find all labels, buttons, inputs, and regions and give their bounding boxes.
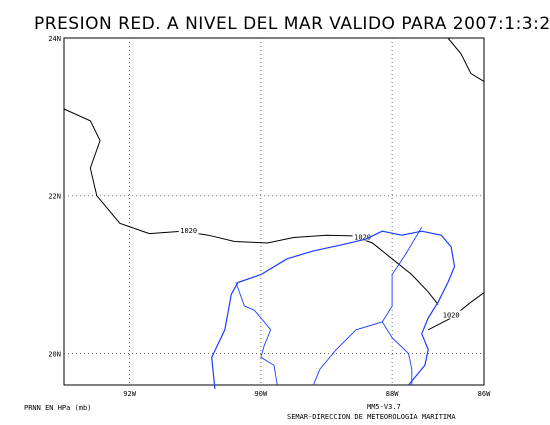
map-title: PRESION RED. A NIVEL DEL MAR VALIDO PARA… bbox=[34, 14, 550, 34]
isobar-label-background bbox=[352, 232, 373, 241]
x-tick-label: 86W bbox=[478, 390, 491, 398]
plot-area: 1020 1020 1020 bbox=[63, 37, 485, 389]
isobar-line bbox=[63, 108, 439, 305]
plot-frame bbox=[63, 37, 485, 386]
coastline-layer bbox=[211, 227, 456, 389]
state-border bbox=[235, 282, 278, 386]
isobar-label-background bbox=[441, 310, 462, 319]
isobar-line bbox=[427, 292, 485, 331]
isobar-layer: 1020 1020 1020 bbox=[63, 37, 485, 331]
units-caption: PRNN EN HPa (mb) bbox=[24, 404, 91, 412]
y-tick-label: 20N bbox=[48, 350, 61, 358]
isobar-label: 1020 bbox=[180, 227, 197, 235]
x-tick-label: 92W bbox=[123, 390, 136, 398]
institution-caption: SEMAR-DIRECCION DE METEOROLOGIA MARITIMA bbox=[287, 413, 456, 421]
model-version-caption: MM5-V3.7 bbox=[367, 403, 401, 411]
isobar-line bbox=[447, 37, 485, 82]
isobar-label-background bbox=[178, 226, 199, 235]
y-tick-label: 22N bbox=[48, 193, 61, 201]
x-tick-label: 90W bbox=[255, 390, 268, 398]
state-border bbox=[381, 321, 413, 385]
isobar-label: 1020 bbox=[354, 234, 371, 242]
x-tick-label: 88W bbox=[386, 390, 399, 398]
y-tick-label: 24N bbox=[48, 35, 61, 43]
isobar-label: 1020 bbox=[443, 312, 460, 320]
axis-labels: 92W 90W 88W 86W 24N 22N 20N bbox=[48, 35, 491, 398]
